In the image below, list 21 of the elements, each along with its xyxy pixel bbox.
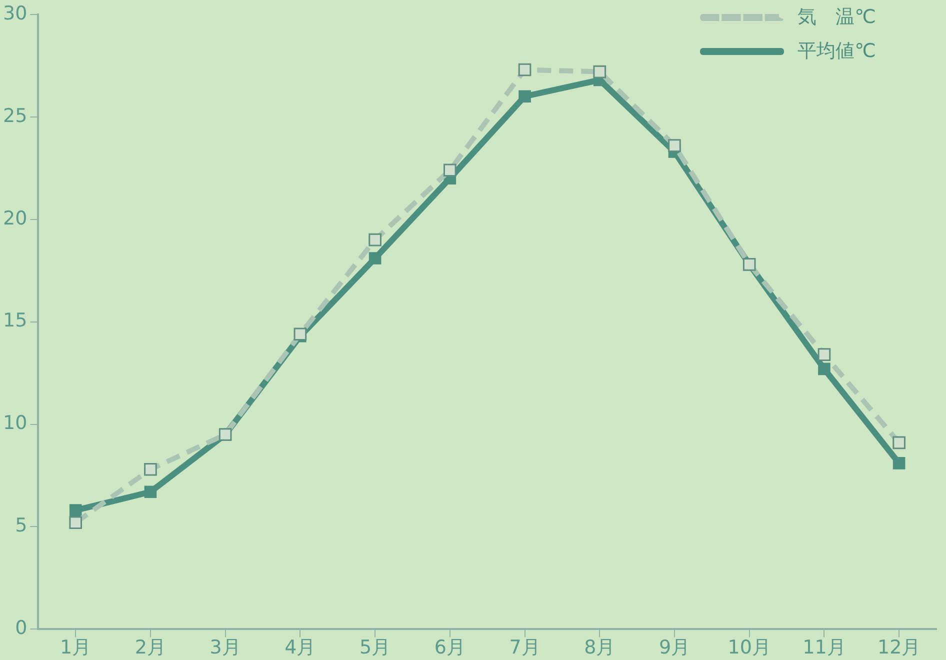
x-tick-label: 10月	[728, 636, 771, 659]
y-tick-label: 0	[15, 617, 28, 640]
y-tick-label: 30	[2, 2, 28, 24]
x-tick-label: 8月	[584, 636, 616, 659]
x-tick-label: 9月	[658, 636, 690, 659]
x-tick-label: 1月	[60, 636, 92, 659]
y-tick-label: 20	[2, 207, 28, 230]
y-tick-label: 15	[2, 310, 28, 332]
x-tick-label: 12月	[877, 636, 921, 659]
x-tick-label: 4月	[284, 636, 316, 659]
x-tick-label: 3月	[210, 636, 241, 659]
legend-label: 平均値℃	[798, 39, 876, 64]
y-tick-label: 5	[15, 514, 28, 537]
x-tick-label: 11月	[802, 636, 846, 659]
x-tick-label: 6月	[434, 636, 466, 659]
y-tick-label: 10	[2, 412, 28, 434]
x-tick-label: 5月	[360, 636, 391, 659]
legend-label: 気 温℃	[798, 5, 876, 30]
x-tick-label: 2月	[134, 636, 166, 659]
y-tick-label: 25	[2, 104, 28, 127]
x-tick-label: 7月	[509, 636, 540, 659]
